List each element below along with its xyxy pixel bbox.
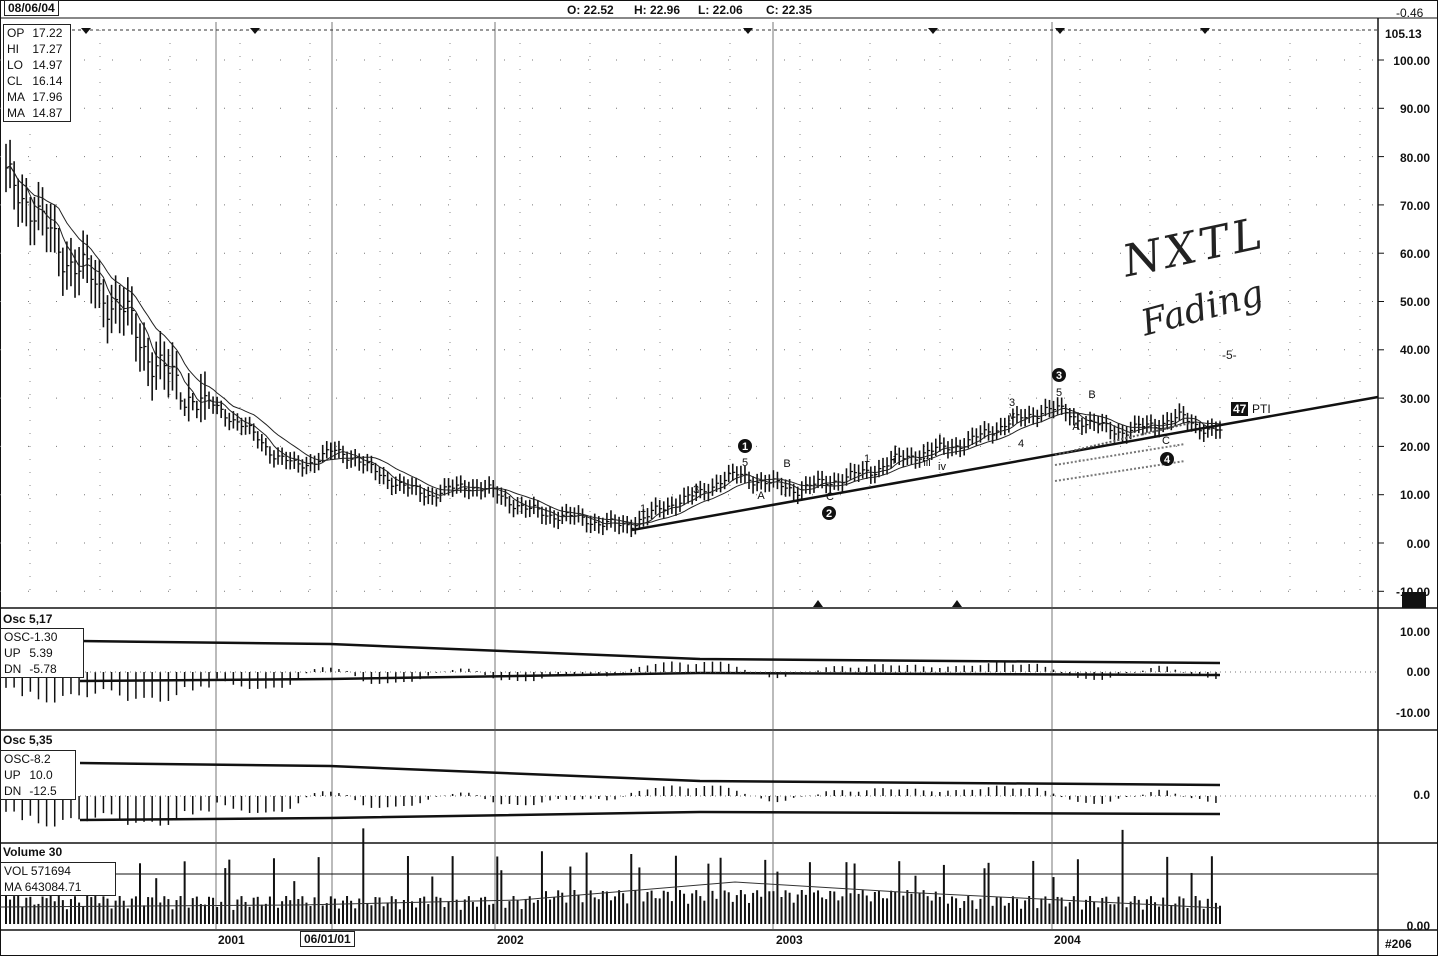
osc-5-35-histogram: [0, 761, 1378, 827]
wave-v: v: [1009, 410, 1015, 422]
open-value: O: 22.52: [567, 3, 614, 17]
stat-hi: HI 17.27: [7, 42, 63, 56]
osc1-title: Osc 5,17: [1, 612, 55, 626]
volume-bars: [0, 828, 1378, 924]
ma-short-line: [5, 165, 1221, 526]
dark-marker: [1402, 592, 1426, 608]
wave-b: B: [783, 458, 790, 470]
y-tick: 30.00: [1399, 392, 1430, 406]
stat-op: OP 17.22: [7, 26, 63, 40]
bottom-marker: [952, 600, 962, 607]
top-marker: [250, 28, 260, 34]
y-tick: 0.00: [1406, 537, 1430, 551]
wave-i: i: [893, 455, 895, 467]
y-tick: 20.00: [1399, 440, 1430, 454]
osc2-stats-box: OSC-8.2 UP 10.0 DN -12.5: [0, 750, 76, 800]
wave-a: A: [757, 490, 765, 502]
y-tick: 60.00: [1399, 247, 1430, 261]
target-label: -5-: [1222, 348, 1237, 362]
y-tick: 80.00: [1399, 151, 1430, 165]
osc1-stats-box: OSC-1.30 UP 5.39 DN -5.78: [0, 628, 84, 678]
pti-value: 47: [1231, 402, 1249, 416]
wave-c: C: [826, 491, 834, 503]
wave-circled-2: 2: [826, 508, 832, 520]
osc1-y-tick: -10.00: [1395, 706, 1430, 720]
wave-circled-3-circle: [1052, 368, 1066, 382]
grid-dots: [0, 22, 1384, 930]
osc2-title: Osc 5,35: [1, 733, 55, 747]
bottom-marker: [813, 600, 823, 607]
wave-iv: iv: [938, 461, 946, 473]
ma-long-line: [5, 165, 1221, 525]
moving-average-lines: [5, 165, 1221, 526]
x-label-2001: 2001: [218, 933, 245, 947]
y-tick: 10.00: [1399, 488, 1430, 502]
wave-5: 5: [742, 457, 748, 469]
wave-1: 1: [640, 503, 646, 515]
main-trendline: [631, 395, 1379, 532]
x-label-2004: 2004: [1054, 933, 1081, 947]
osc2-y-tick: 0.0: [1413, 788, 1430, 802]
chart-number: #206: [1385, 937, 1412, 951]
channel-line-1: [1054, 422, 1191, 456]
volume-stats-box: VOL 571694 MA 643084.71: [0, 862, 116, 896]
last-price: 105.13: [1385, 27, 1422, 41]
wave-a2: A: [1072, 421, 1080, 433]
osc1-dn-line: [79, 671, 1221, 683]
osc-5-17-histogram: [0, 639, 1378, 703]
wave-4: 4: [1018, 438, 1024, 450]
top-marker: [81, 28, 91, 34]
top-marker: [1055, 28, 1065, 34]
wave-circled-3: 3: [1056, 370, 1062, 382]
pti-label: PTI: [1252, 402, 1271, 416]
stat-cl: CL 16.14: [7, 74, 63, 88]
y-tick: -10.00: [1395, 585, 1430, 599]
channel-line-2: [1054, 443, 1186, 466]
stat-ma2: MA 14.87: [7, 106, 63, 120]
wave-circled-4-circle: [1160, 452, 1174, 466]
wave-3: 3: [693, 484, 699, 496]
y-tick: 40.00: [1399, 343, 1430, 357]
wave-circled-2-circle: [822, 506, 836, 520]
osc1-up-line: [79, 639, 1221, 665]
wave-circled-4: 4: [1164, 454, 1171, 466]
stat-ma1: MA 17.96: [7, 90, 63, 104]
volume-ma-line: [0, 881, 1221, 909]
price-stats-box: OP 17.22 HI 17.27 LO 14.97 CL 16.14 MA 1…: [3, 24, 71, 122]
close-value: C: 22.35: [766, 3, 813, 17]
wave-5b: 5: [1056, 387, 1062, 399]
wave-b2: B: [1088, 389, 1095, 401]
y-tick: 50.00: [1399, 295, 1430, 309]
osc1-y-tick: 10.00: [1399, 625, 1430, 639]
osc2-dn-line: [79, 810, 1221, 822]
high-value: H: 22.96: [634, 3, 681, 17]
wave-v3: 3: [1009, 397, 1015, 409]
chart-date: 08/06/04: [4, 0, 59, 16]
price-bars: [5, 139, 1223, 538]
wave-i1: 1: [864, 453, 870, 465]
x-label-2002: 2002: [497, 933, 524, 947]
change-value: -0.46: [1396, 6, 1424, 20]
wave-c2: C: [1162, 435, 1170, 447]
low-value: L: 22.06: [698, 3, 743, 17]
wave-circled-1-circle: [738, 439, 752, 453]
top-marker: [928, 28, 938, 34]
y-tick: 70.00: [1399, 199, 1430, 213]
top-marker: [743, 28, 753, 34]
wave-iii: iii: [923, 457, 930, 469]
osc2-up-line: [79, 761, 1221, 787]
wave-circled-1: 1: [742, 441, 748, 453]
volume-title: Volume 30: [1, 845, 65, 859]
osc1-y-tick: 0.00: [1406, 665, 1430, 679]
x-label-date: 06/01/01: [300, 931, 355, 947]
x-label-2003: 2003: [776, 933, 803, 947]
top-marker: [1200, 28, 1210, 34]
y-tick: 100.00: [1393, 54, 1430, 68]
volume-y-tick: 0.00: [1406, 919, 1430, 933]
stat-lo: LO 14.97: [7, 58, 63, 72]
y-tick: 90.00: [1399, 102, 1430, 116]
